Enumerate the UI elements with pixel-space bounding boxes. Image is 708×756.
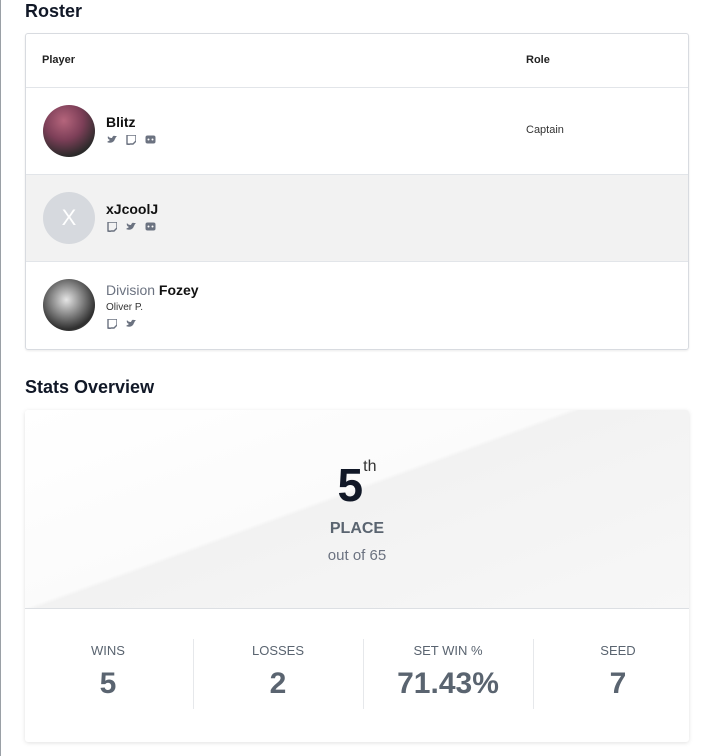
discord-icon[interactable] — [145, 222, 156, 232]
name: Fozey — [158, 282, 199, 298]
discord-icon[interactable] — [145, 135, 156, 145]
player-row[interactable]: X xJcoolJ — [26, 174, 688, 261]
separator — [193, 639, 194, 709]
team-prefix: Division — [106, 282, 156, 298]
twitter-icon[interactable] — [107, 135, 117, 145]
roster-title: Roster — [25, 1, 83, 21]
metric-value: 2 — [269, 667, 287, 700]
metric-label: LOSSES — [251, 643, 305, 658]
roster-table: Player Role Blitz Captain X xJcoolJ Divi… — [25, 33, 689, 350]
metric-label: WINS — [91, 643, 125, 658]
header-player: Player — [42, 54, 76, 66]
stats-title: Stats Overview — [25, 377, 155, 397]
metric-value: 5 — [99, 667, 117, 700]
avatar — [43, 105, 95, 157]
separator — [533, 639, 534, 709]
social-icons — [107, 319, 136, 329]
metric-value: 7 — [609, 667, 627, 700]
social-icons — [107, 222, 156, 232]
place-label: PLACE — [329, 520, 385, 537]
place: 5th — [25, 458, 689, 512]
place-panel: 5th PLACE out of 65 — [25, 410, 689, 609]
player-row[interactable]: Division Fozey Oliver P. — [26, 261, 688, 350]
place-suffix: th — [363, 458, 377, 475]
real-name: Oliver P. — [106, 302, 144, 313]
twitter-icon[interactable] — [126, 222, 136, 232]
metrics: WINS 5 LOSSES 2 SET WIN % 71.43% SEED 7 — [25, 609, 689, 742]
player-name[interactable]: xJcoolJ — [106, 201, 159, 217]
twitch-icon[interactable] — [107, 319, 117, 329]
edge — [0, 0, 1, 756]
avatar — [43, 279, 95, 331]
stats-card: 5th PLACE out of 65 WINS 5 LOSSES 2 SET WIN … — [25, 410, 689, 742]
player-name[interactable]: Blitz — [106, 114, 136, 130]
twitch-icon[interactable] — [107, 222, 117, 232]
header-role: Role — [526, 54, 550, 66]
twitch-icon[interactable] — [126, 135, 136, 145]
twitter-icon[interactable] — [126, 319, 136, 329]
player-role: Captain — [526, 124, 564, 136]
avatar: X — [43, 192, 95, 244]
out-of: out of 65 — [327, 547, 387, 564]
place-number: 5 — [337, 459, 364, 511]
metric-label: SET WIN % — [413, 643, 483, 658]
metric-label: SEED — [600, 643, 636, 658]
separator — [363, 639, 364, 709]
social-icons — [107, 135, 156, 145]
metric-value: 71.43% — [397, 667, 499, 700]
player-name[interactable]: Division Fozey — [106, 282, 199, 298]
player-row[interactable]: Blitz Captain — [26, 87, 688, 174]
